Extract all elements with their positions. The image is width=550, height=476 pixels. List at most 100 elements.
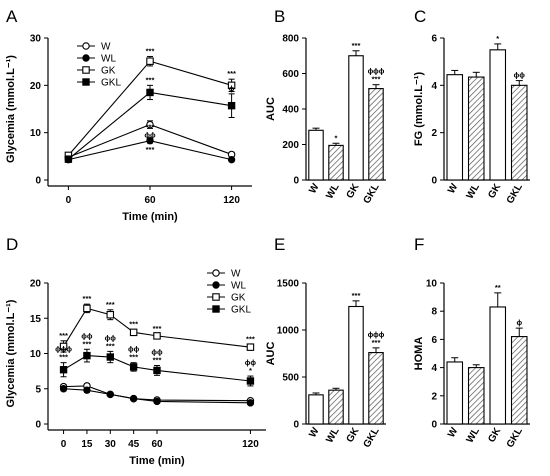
series-gkl: ϕϕϕ *** ϕϕ *** ϕϕ *** ϕϕ *** ϕϕ *** ϕϕ *	[55, 331, 257, 387]
bar	[467, 367, 485, 425]
significance-label: ϕϕϕ ***	[368, 67, 385, 84]
data-point	[227, 81, 236, 90]
x-axis-label: Time (min)	[129, 455, 185, 467]
significance-label: ***	[246, 334, 255, 343]
y-tick-label: 20	[30, 279, 42, 290]
data-point	[153, 397, 161, 406]
panel-letter: E	[274, 235, 285, 254]
bar-wl: WL	[324, 387, 344, 445]
y-tick-label: 800	[282, 34, 299, 45]
x-tick-label: 120	[242, 439, 259, 450]
category-label: W	[307, 426, 322, 440]
y-tick-label: 600	[282, 69, 299, 80]
bar-gk: *** GK	[345, 41, 364, 200]
x-tick-label: 60	[151, 439, 163, 450]
legend-label: WL	[101, 54, 116, 65]
significance-label: ϕϕ ***	[105, 333, 117, 350]
y-tick-label: 200	[282, 140, 299, 151]
legend-label: GKL	[101, 78, 121, 89]
y-tick-label: 15	[30, 314, 42, 325]
y-tick-label: 500	[282, 373, 299, 384]
data-point	[106, 353, 114, 361]
significance-label: ϕϕ *	[245, 358, 257, 375]
category-label: WL	[324, 426, 341, 445]
y-tick-label: 6	[431, 335, 437, 346]
panel-b: B 0 200 400 600 800 AUC W * WL *** GK ϕϕϕ *** GKL	[265, 7, 386, 206]
panel-f: F 0 2 4 6 8 10 HOMA W WL ** GK ϕ GKL	[413, 235, 530, 450]
bar	[446, 361, 464, 425]
y-tick-label: 0	[35, 176, 41, 187]
y-axis-label: HOMA	[413, 337, 425, 371]
y-tick-label: 0	[35, 420, 41, 431]
significance-label: ϕϕ	[514, 71, 526, 80]
x-tick-label: 120	[223, 195, 240, 206]
category-label: GK	[345, 181, 362, 200]
legend-marker	[212, 281, 220, 289]
bar	[348, 55, 364, 181]
data-point	[129, 363, 138, 371]
legend-marker	[212, 269, 220, 277]
x-tick-label: 45	[128, 439, 140, 450]
series-wl	[59, 385, 255, 407]
bar-gkl: ϕϕϕ *** GKL	[362, 67, 385, 206]
y-tick-label: 0	[293, 420, 299, 431]
panel-e: E 0 500 1000 1500 AUC W WL *** GK ϕϕϕ *** GKL	[265, 235, 386, 450]
y-tick-label: 20	[30, 81, 42, 92]
category-label: W	[446, 182, 461, 196]
significance-label: **	[495, 283, 501, 292]
legend-label: W	[231, 269, 241, 280]
bar	[308, 394, 324, 425]
data-point	[246, 399, 255, 407]
data-point	[146, 120, 154, 129]
bar-gkl: ϕ GKL	[505, 318, 528, 450]
bar-w: W	[446, 69, 464, 196]
legend-marker	[82, 42, 90, 50]
category-label: GKL	[362, 426, 382, 450]
legend-label: W	[101, 42, 111, 53]
category-label: GKL	[505, 182, 525, 206]
data-point	[59, 366, 68, 374]
y-tick-label: 0	[293, 176, 299, 187]
bar-wl: * WL	[324, 133, 344, 201]
y-axis-label: Glycemia (mmol.L⁻¹)	[5, 299, 17, 407]
data-point	[83, 386, 91, 394]
significance-label: *** ϕϕ	[144, 122, 156, 139]
data-point	[83, 304, 91, 313]
data-point	[106, 390, 114, 399]
panel-d: D 0 5 10 15 20 Glycemia (mmol.L⁻¹) 0 15 30 45 60 120…	[5, 235, 266, 467]
bar-gk: ** GK	[486, 283, 507, 444]
series-gkl: *** ϕ	[64, 75, 236, 163]
bar	[489, 306, 507, 425]
y-tick-label: 1000	[277, 326, 300, 337]
data-point	[64, 155, 73, 163]
category-label: GKL	[505, 426, 525, 450]
bar	[368, 352, 384, 425]
bar	[308, 129, 324, 181]
bar	[348, 305, 364, 425]
data-point	[227, 101, 236, 110]
y-tick-label: 400	[282, 105, 299, 116]
data-point	[59, 385, 68, 393]
bar	[446, 74, 464, 181]
significance-label: ϕϕ ***	[151, 347, 163, 364]
legend-marker	[82, 54, 90, 62]
legend-marker	[212, 305, 220, 313]
bar-wl: WL	[465, 364, 485, 445]
category-label: GK	[345, 425, 362, 444]
legend-label: GK	[231, 293, 246, 304]
x-axis-label: Time (min)	[122, 211, 178, 223]
significance-label: ***	[106, 300, 115, 309]
bar	[510, 84, 528, 181]
series-gk: *** *** *** *** *** ***	[59, 294, 255, 353]
significance-label: ϕ	[516, 318, 522, 327]
data-point	[83, 351, 91, 360]
data-point	[153, 366, 161, 375]
bar-wl: WL	[465, 71, 485, 201]
significance-label: ***	[146, 75, 155, 84]
x-tick-label: 60	[144, 195, 156, 206]
significance-label: ***	[153, 324, 162, 333]
bar-w: W	[307, 392, 324, 440]
data-point	[246, 377, 255, 385]
category-label: WL	[465, 426, 482, 445]
